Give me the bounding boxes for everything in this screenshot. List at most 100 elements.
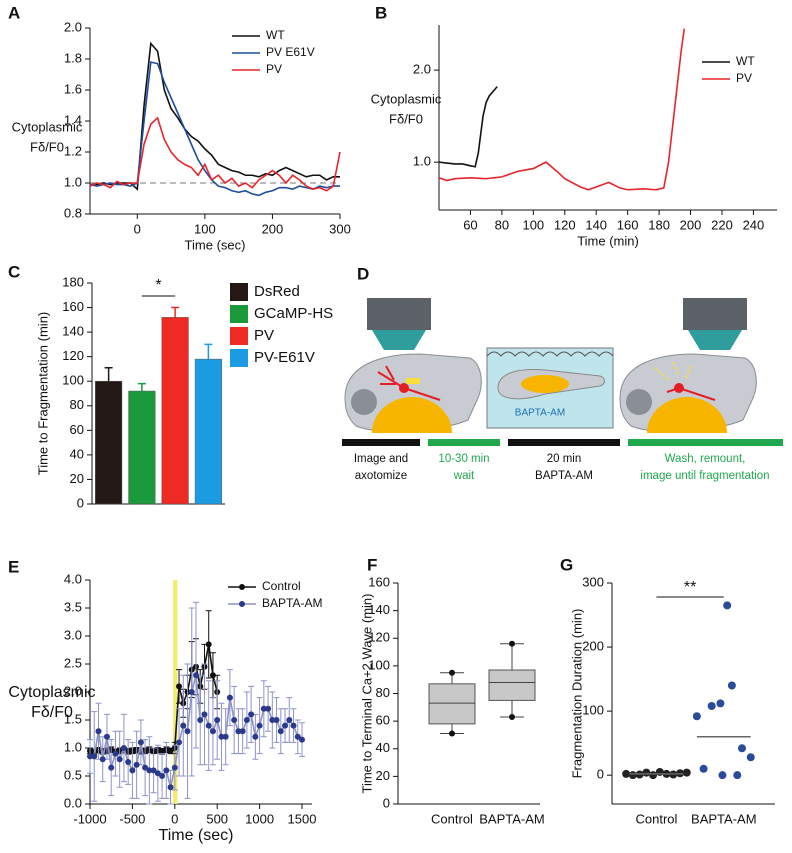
- point: [239, 728, 246, 735]
- point: [235, 728, 242, 735]
- y-tick-label: 2.0: [64, 683, 82, 698]
- bar: [128, 390, 156, 505]
- legend-label: Control: [262, 579, 301, 593]
- point: [277, 728, 284, 735]
- y-tick-label: 0: [383, 795, 390, 810]
- point: [163, 767, 170, 774]
- point: [209, 672, 216, 679]
- point: [226, 694, 233, 701]
- series-line: [90, 41, 340, 191]
- x-tick-label: 1500: [288, 811, 317, 826]
- point: [188, 689, 195, 695]
- y-tick-label: 120: [62, 348, 84, 363]
- y-tick-label: 120: [368, 630, 390, 645]
- x-tick-label: 200: [680, 217, 702, 232]
- point: [733, 771, 742, 780]
- y-tick-label: 100: [582, 703, 604, 718]
- x-tick-label: Control: [431, 811, 473, 826]
- point: [176, 683, 183, 690]
- legend-label: DsRed: [254, 283, 300, 300]
- outlier: [509, 640, 515, 647]
- point: [91, 753, 98, 760]
- point: [222, 733, 229, 740]
- y-tick-label: 160: [368, 574, 390, 589]
- x-tick-label: BAPTA-AM: [479, 811, 545, 826]
- water-surface: [486, 351, 614, 357]
- x-tick-label: BAPTA-AM: [691, 811, 757, 826]
- step-label: Image and: [354, 453, 408, 465]
- yolk: [521, 375, 569, 393]
- point: [112, 750, 119, 757]
- x-axis-label: Time (min): [577, 233, 639, 248]
- larva: [344, 353, 482, 433]
- point: [129, 767, 136, 774]
- panel-letter: F: [367, 555, 377, 574]
- objective: [372, 330, 426, 350]
- y-tick-label: 300: [582, 574, 604, 589]
- point: [116, 756, 123, 763]
- y-tick-label: 3.5: [64, 599, 82, 614]
- y-tick-label: 60: [376, 713, 390, 728]
- point: [87, 753, 93, 760]
- step-label: wait: [453, 470, 475, 482]
- point: [248, 711, 255, 718]
- y-axis-label: Fδ/F0: [389, 111, 423, 126]
- legend-label: PV: [736, 71, 752, 85]
- x-tick-label: 60: [463, 217, 477, 232]
- point: [290, 722, 297, 729]
- step-label: 20 min: [547, 453, 582, 465]
- y-tick-label: 4.0: [64, 571, 82, 586]
- outlier: [449, 669, 455, 676]
- x-tick-label: -500: [119, 811, 145, 826]
- x-tick-label: 140: [585, 217, 607, 232]
- x-tick-label: 0: [134, 221, 141, 236]
- y-axis-label: Fδ/F0: [30, 139, 64, 154]
- y-tick-label: 1.0: [413, 154, 431, 169]
- point: [167, 747, 174, 754]
- x-axis-label: Time (sec): [185, 237, 246, 252]
- series-line: [89, 61, 340, 197]
- y-tick-label: 100: [368, 657, 390, 672]
- point: [184, 728, 191, 735]
- point: [294, 733, 301, 740]
- point: [95, 728, 102, 735]
- y-axis-label: Fδ/F0: [31, 704, 73, 721]
- step-label: axotomize: [355, 470, 407, 482]
- legend-label: PV E61V: [266, 45, 315, 59]
- y-tick-label: 140: [368, 602, 390, 617]
- timeline-step: [342, 439, 420, 446]
- point: [197, 717, 204, 723]
- y-tick-label: 60: [70, 422, 84, 437]
- point: [707, 701, 716, 710]
- y-tick-label: 80: [70, 397, 84, 412]
- y-tick-label: 1.0: [64, 739, 82, 754]
- legend-swatch: [230, 283, 248, 301]
- legend-swatch: [230, 327, 248, 345]
- larva: [619, 353, 757, 433]
- x-tick-label: 160: [617, 217, 639, 232]
- point: [265, 705, 272, 712]
- x-tick-label: 300: [329, 221, 351, 236]
- y-axis-label: Cytoplasmic: [12, 119, 83, 134]
- point: [256, 722, 263, 729]
- point: [159, 773, 166, 779]
- legend-swatch: [239, 601, 245, 607]
- panel-letter: D: [357, 264, 369, 283]
- x-tick-label: 1000: [245, 811, 274, 826]
- y-tick-label: 40: [70, 446, 84, 461]
- point: [125, 759, 132, 765]
- point: [167, 784, 174, 791]
- legend-label: WT: [736, 54, 755, 68]
- y-axis-label: Fragmentation Duration (min): [569, 609, 584, 779]
- legend-swatch: [230, 305, 248, 323]
- y-tick-label: 3.0: [64, 627, 82, 642]
- panel-letter: G: [560, 555, 573, 574]
- point: [286, 717, 293, 723]
- y-tick-label: 200: [582, 638, 604, 653]
- point: [723, 601, 732, 610]
- x-tick-label: 200: [262, 221, 284, 236]
- y-axis-label: Cytoplasmic: [371, 91, 442, 106]
- y-axis-label: Time to Terminal Ca+2 Wave (min): [359, 594, 374, 794]
- significance-label: *: [155, 277, 161, 294]
- y-tick-label: 0: [597, 767, 604, 782]
